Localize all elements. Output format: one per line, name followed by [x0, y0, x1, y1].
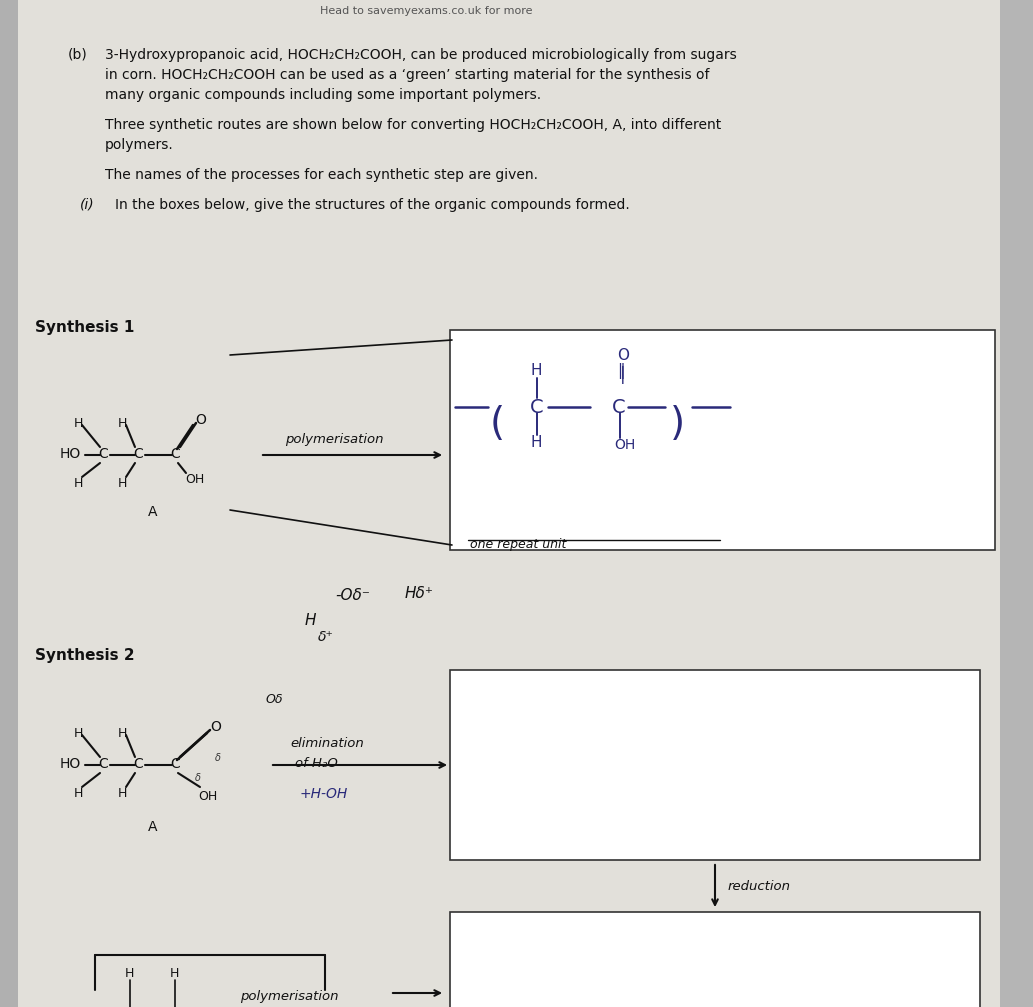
Text: O: O [195, 413, 206, 427]
Text: H: H [305, 613, 316, 628]
Text: 3-Hydroxypropanoic acid, HOCH₂CH₂COOH, can be produced microbiologically from su: 3-Hydroxypropanoic acid, HOCH₂CH₂COOH, c… [105, 48, 737, 62]
Text: (: ( [490, 405, 505, 443]
Text: δ: δ [195, 773, 201, 783]
Text: O: O [210, 720, 221, 734]
Text: one repeat unit: one repeat unit [470, 538, 566, 551]
Text: C: C [98, 757, 107, 771]
Text: δ⁺: δ⁺ [318, 630, 334, 644]
Text: HO: HO [60, 757, 82, 771]
Text: H: H [74, 787, 84, 800]
Text: |: | [620, 366, 626, 384]
Text: C: C [133, 447, 143, 461]
Text: polymerisation: polymerisation [240, 990, 339, 1003]
Text: OH: OH [614, 438, 635, 452]
Text: O: O [617, 348, 629, 363]
Text: Synthesis 2: Synthesis 2 [35, 648, 134, 663]
Text: (i): (i) [80, 198, 95, 212]
Text: H: H [170, 967, 180, 980]
Text: ): ) [670, 405, 685, 443]
Text: Synthesis 1: Synthesis 1 [35, 320, 134, 335]
Text: of H₂O: of H₂O [295, 757, 338, 770]
Text: H: H [530, 435, 541, 450]
Text: H: H [118, 477, 127, 490]
Text: C: C [170, 447, 180, 461]
Text: H: H [74, 477, 84, 490]
Text: Oδ: Oδ [265, 693, 282, 706]
Text: H: H [530, 363, 541, 378]
Text: C: C [98, 447, 107, 461]
Text: -Oδ⁻: -Oδ⁻ [335, 588, 370, 603]
Text: H: H [118, 787, 127, 800]
Text: Head to savemyexams.co.uk for more: Head to savemyexams.co.uk for more [320, 6, 532, 16]
Text: C: C [170, 757, 180, 771]
Text: C: C [530, 398, 543, 417]
Text: +H-OH: +H-OH [300, 787, 348, 801]
Text: In the boxes below, give the structures of the organic compounds formed.: In the boxes below, give the structures … [115, 198, 630, 212]
Text: H: H [118, 727, 127, 740]
Bar [450, 670, 980, 860]
Text: in corn. HOCH₂CH₂COOH can be used as a ‘green’ starting material for the synthes: in corn. HOCH₂CH₂COOH can be used as a ‘… [105, 68, 710, 82]
Text: Three synthetic routes are shown below for converting HOCH₂CH₂COOH, A, into diff: Three synthetic routes are shown below f… [105, 118, 721, 132]
Text: HO: HO [60, 447, 82, 461]
Text: many organic compounds including some important polymers.: many organic compounds including some im… [105, 88, 541, 102]
Text: ‖: ‖ [617, 363, 625, 379]
Text: polymerisation: polymerisation [285, 433, 383, 446]
Text: (b): (b) [68, 48, 88, 62]
Text: elimination: elimination [290, 737, 364, 750]
Text: δ: δ [215, 753, 221, 763]
Text: H: H [118, 417, 127, 430]
Text: H: H [74, 417, 84, 430]
Text: The names of the processes for each synthetic step are given.: The names of the processes for each synt… [105, 168, 538, 182]
FancyBboxPatch shape [1000, 0, 1033, 1007]
Text: A: A [148, 820, 157, 834]
Text: OH: OH [185, 473, 205, 486]
Text: Hδ⁺: Hδ⁺ [405, 586, 434, 601]
Text: A: A [148, 505, 157, 519]
Bar [450, 330, 995, 550]
Bar [450, 912, 980, 1007]
FancyBboxPatch shape [18, 0, 1018, 1007]
Text: OH: OH [198, 790, 217, 803]
Text: C: C [133, 757, 143, 771]
Text: polymers.: polymers. [105, 138, 174, 152]
Text: H: H [74, 727, 84, 740]
Text: reduction: reduction [728, 880, 791, 893]
Text: H: H [125, 967, 134, 980]
Text: C: C [612, 398, 626, 417]
